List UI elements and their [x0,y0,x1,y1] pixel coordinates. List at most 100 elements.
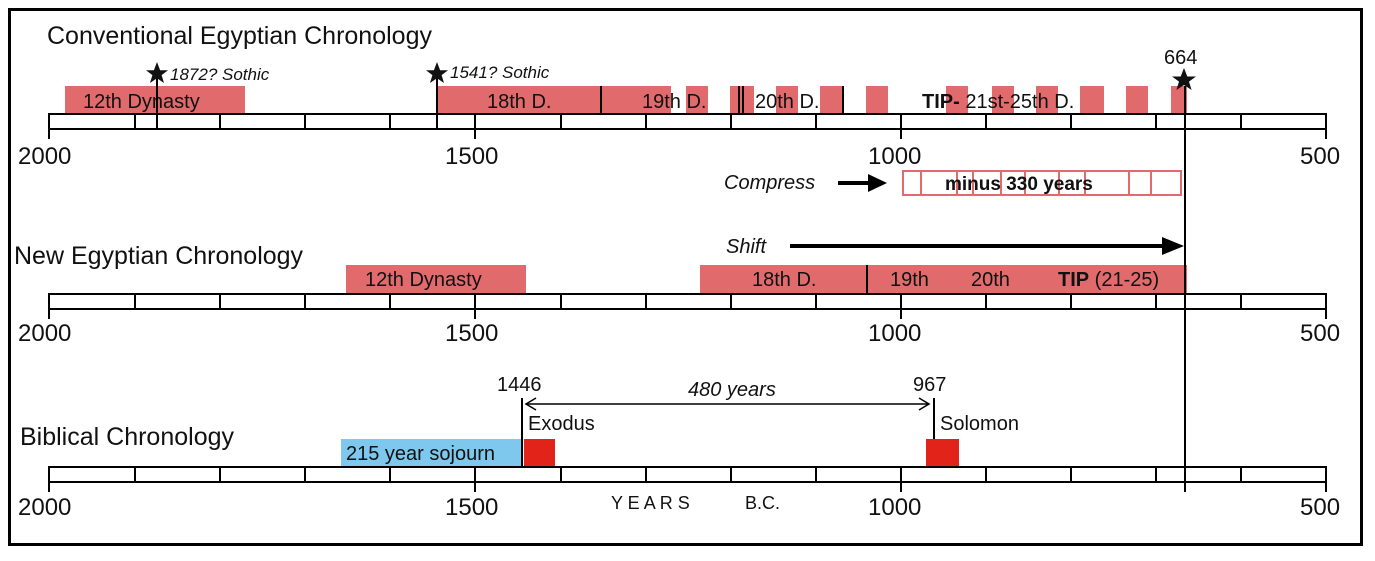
axis-minor-tick [730,113,732,130]
solomon-bar [926,439,959,467]
conv-segment [992,86,1014,114]
conv-divider [742,86,744,114]
compress-divider [1084,172,1086,194]
axis-major-tick [1325,293,1327,319]
reference-line-664 [1184,86,1186,492]
axis-label-1000: 1000 [868,320,922,347]
axis-label-2000: 2000 [18,143,72,170]
axis-minor-tick [1240,293,1242,310]
axis-minor-tick [645,293,647,310]
axis-label-1500: 1500 [445,494,499,521]
star-icon [426,62,448,83]
axis-minor-tick [304,293,306,310]
solomon-label: Solomon [940,413,1019,435]
exodus-bar [524,439,555,467]
axis-label-1500: 1500 [445,143,499,170]
new-19th-label: 19th [890,269,929,291]
axis-major-tick [1325,113,1327,139]
marker-664-label: 664 [1164,47,1198,69]
axis-major-tick [48,113,50,139]
compress-divider [956,172,958,194]
conv-divider [842,86,844,114]
axis-major-tick [48,293,50,319]
new-20th-label: 20th [971,269,1010,291]
axis-minor-tick [1070,113,1072,130]
new-18th-label: 18th D. [752,269,817,291]
axis-major-tick [900,293,902,319]
new-tip-rest: (21-25) [1089,269,1160,291]
axis-minor-tick [560,113,562,130]
axis-minor-tick [815,113,817,130]
new-tip-bold: TIP [1058,269,1090,291]
conv-divider [600,86,602,114]
conv-19th-label: 19th D. [642,91,707,113]
axis-label-1000: 1000 [868,143,922,170]
conv-tip-bold: TIP- [922,91,960,113]
star-icon [146,62,168,83]
conv-segment [1126,86,1148,114]
axis-minor-tick [134,113,136,130]
axis-label-500: 500 [1300,320,1341,347]
shift-label: Shift [726,236,767,258]
axis-minor-tick [560,466,562,483]
exodus-label: Exodus [528,413,595,435]
axis-minor-tick [1155,466,1157,483]
axis-caption-years: Y E A R S [611,493,690,513]
axis-label-2000: 2000 [18,320,72,347]
sojourn-label: 215 year sojourn [346,443,495,465]
new-title: New Egyptian Chronology [14,242,304,270]
new-12th-dynasty-label: 12th Dynasty [365,269,482,291]
conv-18th-19th-bar [436,86,671,114]
conv-segment [776,86,798,114]
axis-minor-tick [1240,113,1242,130]
new-tip-label: TIP (21-25) [1058,270,1159,290]
axis-minor-tick [1155,113,1157,130]
axis-minor-tick [560,293,562,310]
diagram-frame [8,8,1363,546]
axis-major-tick [900,113,902,139]
axis-minor-tick [219,293,221,310]
axis-major-tick [1325,466,1327,492]
sothic-1872-label: 1872? Sothic [170,65,270,84]
compress-divider [1150,172,1152,194]
conv-segment [866,86,888,114]
axis-minor-tick [985,113,987,130]
axis-minor-tick [389,293,391,310]
conv-segment [820,86,844,114]
compress-divider [972,172,974,194]
axis-minor-tick [389,466,391,483]
compress-box-label: minus 330 years [945,174,1093,195]
axis-caption-bc: B.C. [745,493,781,513]
conv-tip-label: TIP- 21st-25th D. [922,92,1074,112]
compress-divider [1000,172,1002,194]
axis-minor-tick [815,293,817,310]
axis-minor-tick [645,113,647,130]
conv-12th-dynasty-bar [65,86,245,114]
axis-minor-tick [304,113,306,130]
axis-minor-tick [1070,293,1072,310]
conv-divider [738,86,740,114]
axis-minor-tick [730,466,732,483]
conv-segment [686,86,708,114]
conv-18th-label: 18th D. [487,91,552,113]
span-480-label: 480 years [688,379,776,401]
compress-divider [920,172,922,194]
axis-minor-tick [730,293,732,310]
axis-label-1000: 1000 [868,494,922,521]
new-18th-tip-bar [700,265,1187,294]
conv-segment [946,86,968,114]
compress-divider [1058,172,1060,194]
axis-label-500: 500 [1300,494,1341,521]
axis-minor-tick [1240,466,1242,483]
conv-20th-label: 20th D. [755,91,820,113]
conv-segment [1171,86,1187,114]
conventional-title: Conventional Egyptian Chronology [47,22,432,50]
axis-minor-tick [134,466,136,483]
axis-minor-tick [1155,293,1157,310]
conv-12th-dynasty-label: 12th Dynasty [83,91,200,113]
compress-label: Compress [724,172,816,194]
new-12th-dynasty-bar [346,265,526,294]
